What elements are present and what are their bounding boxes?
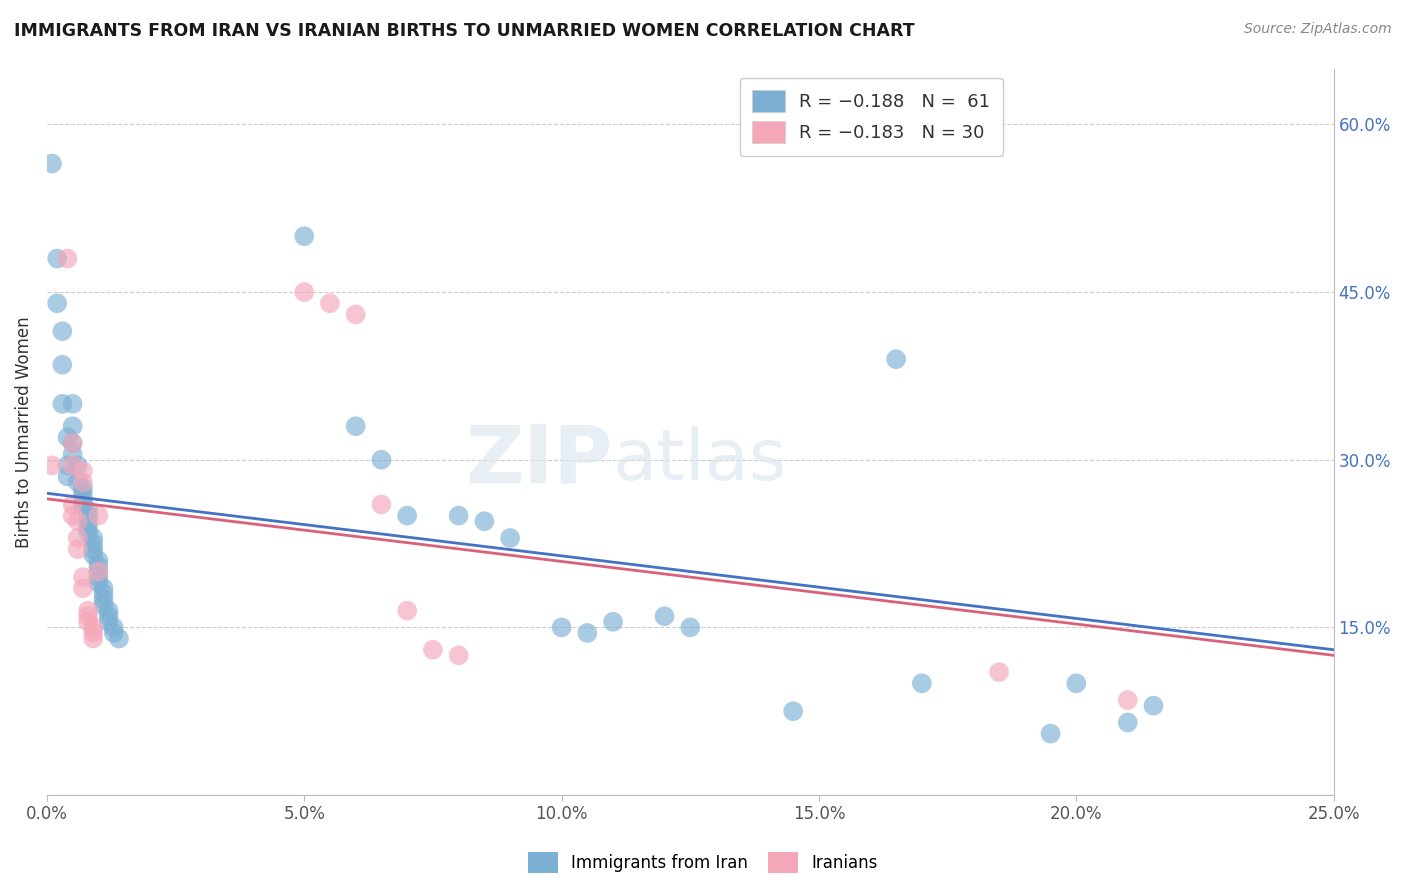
Point (66, 542, 89, 557)
Point (97, 604, 120, 618)
Point (77, 604, 100, 618)
Point (77, 609, 100, 624)
Point (370, 452, 392, 467)
Point (1064, 676, 1087, 690)
Point (93, 587, 115, 601)
Legend: R = −0.188   N =  61, R = −0.183   N = 30: R = −0.188 N = 61, R = −0.183 N = 30 (740, 78, 1002, 156)
Point (72, 486, 94, 500)
Point (344, 419, 367, 434)
Point (72, 498, 94, 512)
Point (576, 626, 599, 640)
Point (82, 542, 104, 557)
Point (77, 508, 100, 523)
Point (77, 525, 100, 540)
Point (782, 704, 804, 718)
Point (72, 491, 94, 506)
Text: Source: ZipAtlas.com: Source: ZipAtlas.com (1244, 22, 1392, 37)
Point (654, 609, 676, 624)
Point (422, 642, 444, 657)
Point (62, 498, 84, 512)
Point (292, 229, 315, 244)
Point (911, 676, 934, 690)
Point (66, 514, 89, 528)
Point (82, 632, 104, 646)
Point (87, 508, 110, 523)
Point (988, 665, 1011, 679)
Text: ZIP: ZIP (465, 422, 613, 500)
Point (72, 464, 94, 478)
Point (344, 307, 367, 321)
Point (56, 469, 79, 483)
Point (97, 609, 120, 624)
Point (82, 626, 104, 640)
Point (103, 620, 125, 634)
Point (1116, 715, 1139, 730)
Point (87, 553, 110, 567)
Point (93, 592, 115, 607)
Point (87, 558, 110, 573)
Text: IMMIGRANTS FROM IRAN VS IRANIAN BIRTHS TO UNMARRIED WOMEN CORRELATION CHART: IMMIGRANTS FROM IRAN VS IRANIAN BIRTHS T… (14, 22, 915, 40)
Point (1116, 693, 1139, 707)
Point (474, 514, 496, 528)
Point (72, 481, 94, 495)
Point (62, 508, 84, 523)
Point (66, 475, 89, 489)
Point (97, 615, 120, 629)
Y-axis label: Births to Unmarried Women: Births to Unmarried Women (15, 316, 32, 548)
Point (447, 648, 470, 663)
Point (66, 531, 89, 545)
Point (62, 436, 84, 450)
Point (679, 620, 702, 634)
Point (602, 615, 624, 629)
Point (41, 458, 63, 473)
Point (77, 615, 100, 629)
Legend: Immigrants from Iran, Iranians: Immigrants from Iran, Iranians (522, 846, 884, 880)
Point (884, 352, 907, 367)
Point (87, 565, 110, 579)
Point (56, 252, 79, 266)
Point (77, 503, 100, 517)
Point (72, 475, 94, 489)
Point (319, 296, 342, 310)
Point (51, 358, 73, 372)
Point (87, 575, 110, 590)
Point (51, 324, 73, 338)
Point (62, 397, 84, 411)
Point (292, 285, 315, 299)
Point (550, 620, 572, 634)
Point (51, 397, 73, 411)
Point (46, 252, 69, 266)
Point (396, 508, 419, 523)
Point (499, 531, 522, 545)
Point (87, 570, 110, 584)
Point (66, 458, 89, 473)
Point (1039, 726, 1062, 740)
Point (72, 582, 94, 596)
Point (62, 436, 84, 450)
Text: atlas: atlas (613, 426, 787, 495)
Point (103, 626, 125, 640)
Point (1142, 698, 1164, 713)
Point (62, 447, 84, 461)
Point (82, 531, 104, 545)
Point (77, 514, 100, 528)
Point (82, 548, 104, 562)
Point (82, 620, 104, 634)
Point (77, 520, 100, 534)
Point (370, 498, 392, 512)
Point (93, 598, 115, 612)
Point (72, 570, 94, 584)
Point (62, 458, 84, 473)
Point (56, 458, 79, 473)
Point (41, 156, 63, 170)
Point (396, 604, 419, 618)
Point (108, 632, 131, 646)
Point (46, 296, 69, 310)
Point (62, 419, 84, 434)
Point (93, 582, 115, 596)
Point (447, 508, 470, 523)
Point (56, 430, 79, 444)
Point (82, 536, 104, 550)
Point (87, 565, 110, 579)
